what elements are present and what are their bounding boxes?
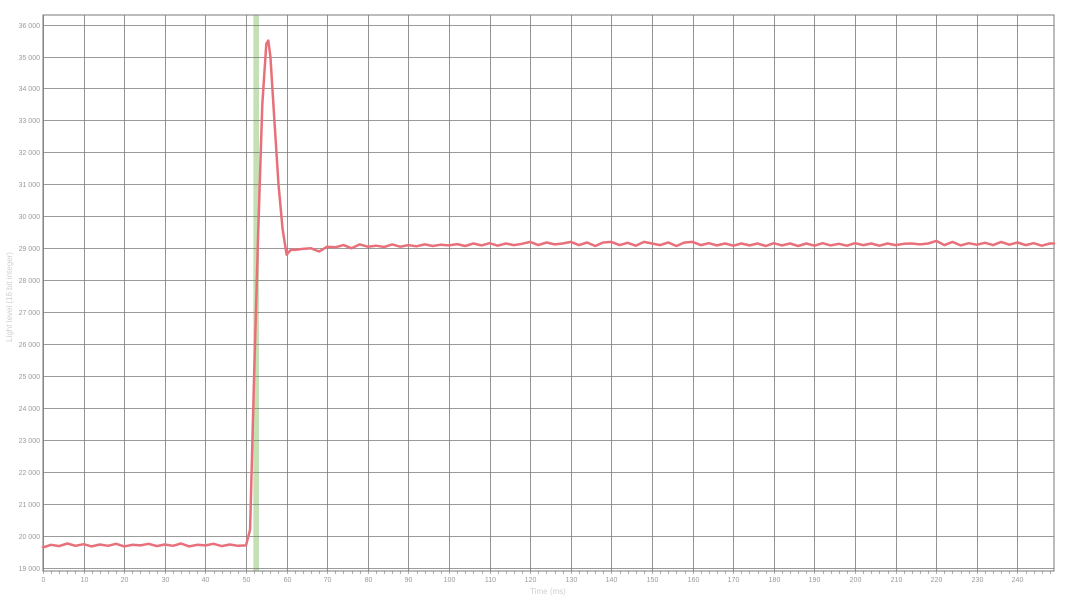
x-tick-label: 70 [324,577,332,584]
x-tick-label: 200 [850,577,862,584]
plot-frame [42,14,1055,572]
grid [42,14,1055,574]
y-tick-label: 29 000 [19,246,41,253]
y-tick-label: 25 000 [19,374,41,381]
y-tick-label: 26 000 [19,342,41,349]
y-tick-label: 20 000 [19,534,41,541]
x-tick-label: 130 [566,577,578,584]
y-tick-label: 35 000 [19,55,41,62]
x-tick-label: 230 [972,577,984,584]
x-tick-label: 40 [202,577,210,584]
series-layer [41,39,1056,549]
series-line [41,39,1056,549]
x-tick-label: 150 [647,577,659,584]
y-tick-label: 36 000 [19,23,41,30]
y-tick-label: 33 000 [19,118,41,125]
x-tick-label: 90 [405,577,413,584]
y-tick-label: 24 000 [19,406,41,413]
x-tick-label: 10 [81,577,89,584]
y-tick-label: 31 000 [19,182,41,189]
x-tick-label: 80 [365,577,373,584]
x-tick-label: 0 [42,577,46,584]
tick-labels: 19 000 20 000 21 000 22 000 23 000 24 000 25 0… [19,23,1024,584]
x-tick-label: 120 [525,577,537,584]
x-tick-label: 100 [444,577,456,584]
x-tick-label: 180 [769,577,781,584]
y-axis-title: Light level (16 bit integer) [5,252,14,342]
y-tick-label: 32 000 [19,150,41,157]
x-tick-label: 110 [485,577,496,584]
x-tick-label: 240 [1012,577,1024,584]
x-tick-label: 160 [688,577,700,584]
y-tick-label: 28 000 [19,278,41,285]
y-tick-label: 30 000 [19,214,41,221]
x-tick-label: 60 [284,577,292,584]
x-tick-label: 170 [728,577,740,584]
y-tick-label: 22 000 [19,470,41,477]
y-tick-label: 23 000 [19,438,41,445]
y-tick-label: 19 000 [19,566,41,573]
x-tick-label: 210 [891,577,903,584]
x-tick-label: 30 [162,577,170,584]
x-axis-title: Time (ms) [530,587,566,596]
x-tick-label: 20 [121,577,129,584]
x-tick-label: 220 [931,577,943,584]
x-tick-label: 50 [243,577,251,584]
y-tick-label: 21 000 [19,502,41,509]
x-tick-label: 140 [606,577,618,584]
x-tick-label: 190 [809,577,821,584]
y-tick-label: 34 000 [19,86,41,93]
y-tick-label: 27 000 [19,310,41,317]
